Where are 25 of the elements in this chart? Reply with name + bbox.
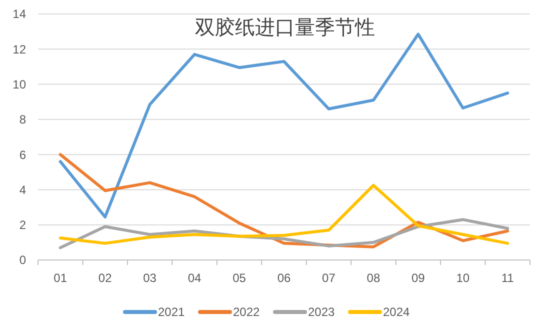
x-tick-label: 06	[277, 271, 291, 285]
x-tick-label: 08	[366, 271, 380, 285]
y-tick-label: 14	[12, 7, 26, 22]
legend-label: 2024	[383, 305, 410, 320]
y-tick-label: 2	[19, 218, 26, 232]
x-tick-label: 11	[501, 271, 514, 285]
y-tick-label: 8	[19, 112, 26, 127]
legend-label: 2022	[233, 305, 260, 320]
legend-label: 2021	[158, 305, 186, 320]
x-tick-label: 03	[143, 271, 157, 285]
x-tick-label: 05	[232, 271, 246, 285]
chart-title: 双胶纸进口量季节性	[195, 15, 375, 39]
y-tick-label: 6	[19, 148, 26, 162]
x-tick-label: 07	[322, 271, 336, 285]
x-tick-label: 04	[188, 271, 202, 285]
x-tick-label: 01	[54, 271, 68, 285]
line-series	[58, 184, 510, 245]
y-tick-label: 0	[19, 253, 26, 268]
x-tick-label: 09	[412, 271, 426, 285]
y-tick-label: 4	[19, 182, 26, 197]
y-tick-label: 10	[12, 77, 26, 92]
x-tick-label: 02	[98, 271, 112, 285]
x-tick-label: 10	[456, 271, 470, 285]
y-tick-label: 12	[12, 42, 26, 56]
legend-label: 2023	[308, 305, 336, 320]
